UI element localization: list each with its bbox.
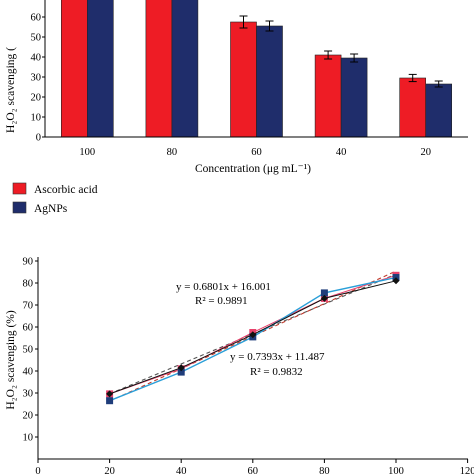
legend-swatch-ascorbic-acid	[12, 182, 27, 195]
series-point-diamond	[177, 364, 185, 372]
bar-ascorbic-acid	[60, 0, 88, 138]
line-y-axis-label: H₂O₂ scavenging (%)	[5, 310, 17, 410]
bar-chart: H₂O₂ scavenging ( 0 10 20 30 40 50 60 100 80 60 4…	[5, 0, 468, 175]
line-y-tick-label: 30	[23, 389, 34, 400]
fit-equation-1: y = 0.6801x + 16.001	[176, 281, 271, 293]
bar-x-tick-label: 40	[336, 147, 347, 158]
bar-x-axis-label: Concentration (μg mL⁻¹)	[195, 163, 311, 175]
data-series	[106, 271, 400, 405]
bar-agnps	[425, 83, 453, 138]
legend-swatch-agnps	[12, 201, 27, 214]
line-x-tick-label: 60	[248, 466, 259, 474]
bar-y-tick-label: 30	[31, 73, 42, 84]
fit-equation-2: y = 0.7393x + 11.487	[230, 351, 325, 363]
line-x-tick-label: 0	[35, 466, 40, 474]
bar-agnps	[256, 25, 283, 138]
bar-y-tick-labels: 0 10 20 30 40 50 60	[31, 13, 45, 144]
bar-ascorbic-acid	[145, 0, 173, 138]
bar-agnps	[340, 57, 368, 138]
bar-legend: Ascorbic acid AgNPs	[12, 182, 98, 215]
bar-y-tick-label: 60	[31, 13, 42, 24]
line-x-tick-label: 100	[388, 466, 404, 474]
bar-x-tick-label: 100	[79, 147, 95, 158]
line-x-tick-label: 120	[460, 466, 474, 474]
bar-y-tick-label: 50	[31, 33, 42, 44]
legend-label-ascorbic-acid: Ascorbic acid	[34, 184, 98, 196]
bar-y-tick-label: 0	[36, 133, 41, 144]
bar-y-tick-label: 20	[31, 93, 42, 104]
bar-y-tick-label: 40	[31, 53, 42, 64]
line-y-tick-labels: 10 20 30 40 50 60 70 80 90	[23, 257, 38, 444]
bar-marks	[60, 0, 453, 138]
line-x-tick-label: 20	[104, 466, 115, 474]
series-point-diamond	[249, 331, 257, 339]
series-point-diamond	[106, 390, 114, 398]
line-x-tick-labels: 0 20 40 60 80 100 120	[35, 459, 474, 474]
bar-y-tick-label: 10	[31, 113, 42, 124]
bar-ascorbic-acid	[399, 77, 427, 138]
line-y-tick-label: 80	[23, 279, 34, 290]
bar-x-tick-label: 20	[420, 147, 431, 158]
fit-r2-2: R² = 0.9832	[250, 366, 303, 378]
line-y-tick-label: 60	[23, 323, 34, 334]
series-point-diamond	[320, 294, 328, 302]
bar-agnps	[171, 0, 199, 138]
line-y-tick-label: 90	[23, 257, 34, 268]
series-point-diamond	[392, 277, 400, 285]
bar-ascorbic-acid	[314, 54, 342, 138]
bar-x-tick-labels: 100 80 60 40 20	[79, 147, 431, 158]
line-y-tick-label: 40	[23, 367, 34, 378]
bar-ascorbic-acid	[230, 21, 257, 138]
line-x-tick-label: 80	[319, 466, 330, 474]
line-x-tick-label: 40	[176, 466, 187, 474]
fit-r2-1: R² = 0.9891	[195, 295, 248, 307]
bar-x-tick-label: 60	[251, 147, 262, 158]
line-y-tick-label: 70	[23, 301, 34, 312]
line-chart: H₂O₂ scavenging (%) 10 20 30 40 50 60 70 80 90 0…	[5, 257, 474, 474]
bar-x-tick-label: 80	[167, 147, 178, 158]
line-y-tick-label: 10	[23, 433, 34, 444]
line-y-tick-label: 20	[23, 411, 34, 422]
bar-agnps	[87, 0, 114, 138]
legend-label-agnps: AgNPs	[34, 203, 68, 215]
line-y-tick-label: 50	[23, 345, 34, 356]
series-point-square	[106, 397, 114, 405]
bar-y-axis-label: H₂O₂ scavenging (	[5, 47, 17, 133]
